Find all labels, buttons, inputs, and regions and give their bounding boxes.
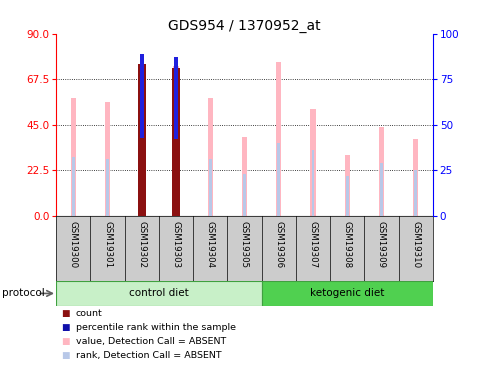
Text: ketogenic diet: ketogenic diet	[309, 288, 384, 298]
Bar	[173, 66, 178, 216]
Text: count: count	[76, 309, 102, 318]
Text: percentile rank within the sample: percentile rank within the sample	[76, 323, 235, 332]
Bar	[344, 155, 349, 216]
Bar	[413, 170, 416, 216]
Bar	[208, 159, 211, 216]
Text: GSM19310: GSM19310	[410, 221, 419, 268]
Bar	[72, 158, 75, 216]
Text: GSM19304: GSM19304	[205, 221, 214, 268]
Bar	[311, 150, 314, 216]
Text: GSM19307: GSM19307	[308, 221, 317, 268]
Bar	[71, 98, 76, 216]
Text: GSM19306: GSM19306	[274, 221, 283, 268]
Bar	[140, 54, 143, 138]
Text: GSM19308: GSM19308	[342, 221, 351, 268]
Bar	[310, 108, 315, 216]
Text: control diet: control diet	[129, 288, 188, 298]
Text: protocol: protocol	[2, 288, 45, 298]
Text: GSM19302: GSM19302	[137, 221, 146, 268]
Bar	[105, 102, 110, 216]
Bar	[174, 57, 178, 140]
Bar	[378, 127, 383, 216]
Bar	[345, 176, 348, 216]
Bar	[243, 174, 245, 216]
Text: value, Detection Call = ABSENT: value, Detection Call = ABSENT	[76, 337, 225, 346]
Text: GSM19301: GSM19301	[103, 221, 112, 268]
Text: ■: ■	[61, 309, 69, 318]
Bar	[276, 62, 281, 216]
Text: GSM19303: GSM19303	[171, 221, 180, 268]
Bar	[140, 136, 143, 216]
Text: rank, Detection Call = ABSENT: rank, Detection Call = ABSENT	[76, 351, 221, 360]
Text: ■: ■	[61, 323, 69, 332]
Bar	[106, 159, 109, 216]
Text: GSM19309: GSM19309	[376, 221, 385, 268]
Bar	[242, 137, 246, 216]
Bar	[171, 68, 180, 216]
Text: ■: ■	[61, 351, 69, 360]
Bar	[261, 281, 432, 306]
Bar	[207, 98, 212, 216]
Text: ■: ■	[61, 337, 69, 346]
Text: GSM19305: GSM19305	[240, 221, 248, 268]
Bar	[137, 64, 146, 216]
Bar	[277, 143, 280, 216]
Bar	[139, 64, 144, 216]
Bar	[174, 137, 177, 216]
Bar	[412, 139, 417, 216]
Bar	[56, 281, 261, 306]
Text: GSM19300: GSM19300	[69, 221, 78, 268]
Title: GDS954 / 1370952_at: GDS954 / 1370952_at	[168, 19, 320, 33]
Bar	[379, 163, 382, 216]
